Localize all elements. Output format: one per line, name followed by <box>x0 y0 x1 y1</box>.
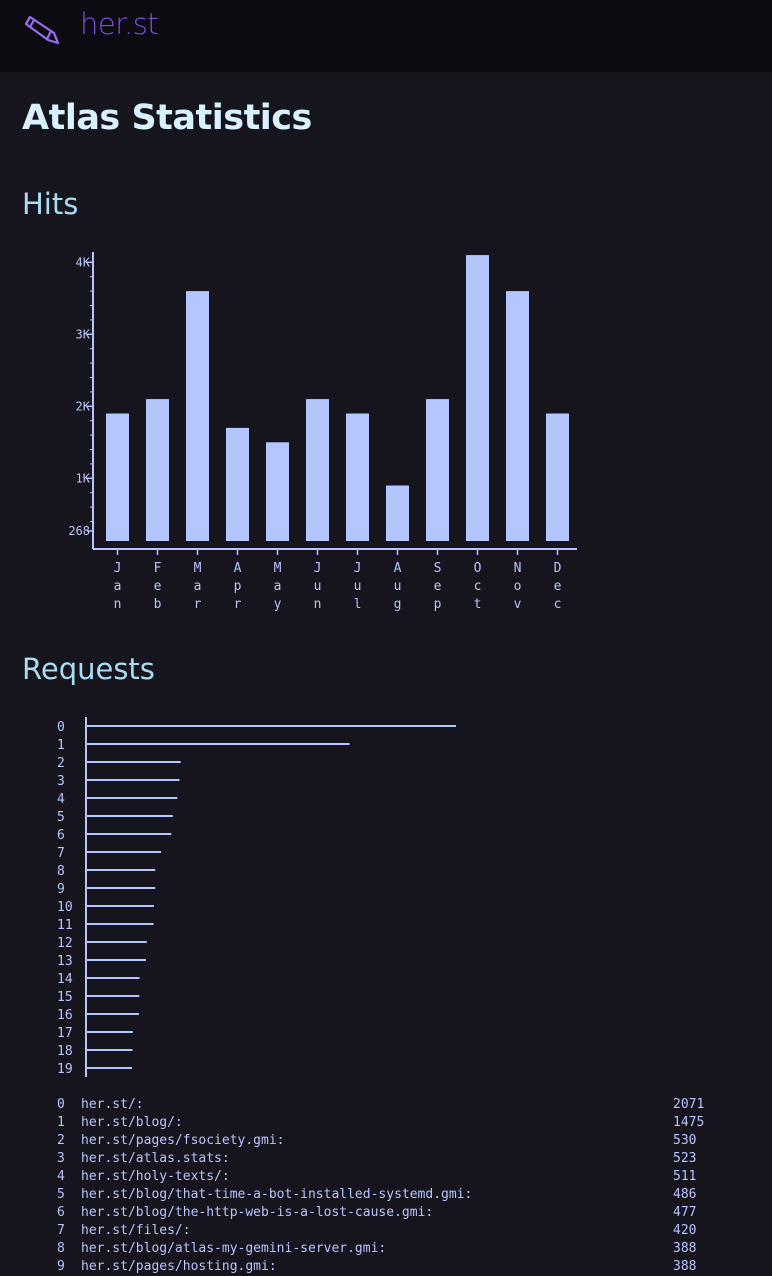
req-index-label: 14 <box>57 972 73 987</box>
request-path: her.st/blog/: <box>81 1115 183 1130</box>
req-index-label: 8 <box>57 864 65 879</box>
request-row: 0 her.st/: 2071 <box>0 1096 772 1114</box>
site-name-link[interactable]: her.st <box>80 7 159 41</box>
req-index-label: 15 <box>57 990 73 1005</box>
request-count: 511 <box>673 1169 697 1184</box>
y-tick-label: 4K <box>76 255 91 269</box>
req-index-label: 17 <box>57 1026 73 1041</box>
bar-nov <box>506 291 529 541</box>
request-count: 388 <box>673 1259 697 1274</box>
requests-section-title: Requests <box>22 652 155 686</box>
req-index-label: 9 <box>57 882 65 897</box>
req-index-label: 0 <box>57 720 65 735</box>
bar-sep <box>426 399 449 541</box>
bar-aug <box>386 485 409 541</box>
y-tick-label: 3K <box>76 327 91 341</box>
request-row: 4 her.st/holy-texts/: 511 <box>0 1168 772 1186</box>
request-index: 8 <box>57 1241 65 1256</box>
request-path: her.st/blog/that-time-a-bot-installed-sy… <box>81 1187 473 1202</box>
request-index: 2 <box>57 1133 65 1148</box>
request-count: 388 <box>673 1241 697 1256</box>
requests-list: 0 her.st/: 2071 1 her.st/blog/: 1475 2 her.st/p… <box>0 1096 772 1276</box>
request-index: 7 <box>57 1223 65 1238</box>
request-index: 5 <box>57 1187 65 1202</box>
request-row: 9 her.st/pages/hosting.gmi: 388 <box>0 1258 772 1276</box>
request-row: 3 her.st/atlas.stats: 523 <box>0 1150 772 1168</box>
req-index-label: 5 <box>57 810 65 825</box>
request-index: 0 <box>57 1097 65 1112</box>
request-index: 1 <box>57 1115 65 1130</box>
bar-dec <box>546 413 569 541</box>
bar-apr <box>226 427 249 541</box>
req-index-label: 16 <box>57 1008 73 1023</box>
req-index-label: 7 <box>57 846 65 861</box>
request-index: 9 <box>57 1259 65 1274</box>
top-bar: her.st <box>0 0 772 72</box>
bar-jan <box>106 413 129 541</box>
request-index: 6 <box>57 1205 65 1220</box>
req-index-label: 11 <box>57 918 73 933</box>
req-index-label: 13 <box>57 954 73 969</box>
page-title: Atlas Statistics <box>22 98 312 138</box>
bar-feb <box>146 399 169 541</box>
request-row: 2 her.st/pages/fsociety.gmi: 530 <box>0 1132 772 1150</box>
req-index-label: 4 <box>57 792 65 807</box>
request-row: 5 her.st/blog/that-time-a-bot-installed-s… <box>0 1186 772 1204</box>
request-path: her.st/holy-texts/: <box>81 1169 230 1184</box>
request-row: 7 her.st/files/: 420 <box>0 1222 772 1240</box>
request-path: her.st/blog/the-http-web-is-a-lost-cause… <box>81 1205 434 1220</box>
request-index: 4 <box>57 1169 65 1184</box>
request-count: 2071 <box>673 1097 705 1112</box>
request-path: her.st/blog/atlas-my-gemini-server.gmi: <box>81 1241 387 1256</box>
bar-jul <box>346 413 369 541</box>
request-row: 6 her.st/blog/the-http-web-is-a-lost-caus… <box>0 1204 772 1222</box>
request-path: her.st/pages/fsociety.gmi: <box>81 1133 285 1148</box>
hits-section-title: Hits <box>22 187 79 221</box>
pencil-icon[interactable] <box>24 13 60 45</box>
request-index: 3 <box>57 1151 65 1166</box>
y-tick-label: 268 <box>68 524 90 538</box>
bar-may <box>266 442 289 541</box>
req-index-label: 19 <box>57 1062 73 1077</box>
req-index-label: 3 <box>57 774 65 789</box>
y-tick-label: 1K <box>76 471 91 485</box>
bar-jun <box>306 399 329 541</box>
request-count: 530 <box>673 1133 697 1148</box>
request-count: 477 <box>673 1205 697 1220</box>
req-index-label: 6 <box>57 828 65 843</box>
request-path: her.st/files/: <box>81 1223 191 1238</box>
request-count: 420 <box>673 1223 697 1238</box>
bar-mar <box>186 291 209 541</box>
y-tick-label: 2K <box>76 399 91 413</box>
request-path: her.st/atlas.stats: <box>81 1151 230 1166</box>
request-count: 523 <box>673 1151 697 1166</box>
request-row: 8 her.st/blog/atlas-my-gemini-server.gmi:… <box>0 1240 772 1258</box>
req-index-label: 12 <box>57 936 73 951</box>
req-index-label: 10 <box>57 900 73 915</box>
req-index-label: 2 <box>57 756 65 771</box>
request-count: 1475 <box>673 1115 705 1130</box>
request-path: her.st/pages/hosting.gmi: <box>81 1259 277 1274</box>
request-row: 1 her.st/blog/: 1475 <box>0 1114 772 1132</box>
req-index-label: 1 <box>57 738 65 753</box>
bar-oct <box>466 255 489 541</box>
request-count: 486 <box>673 1187 697 1202</box>
hits-chart: 268 1K 2K 3K 4K J a n F e b M a r A p r M a y J u n J u l A u g S e p O c… <box>68 252 577 612</box>
request-path: her.st/: <box>81 1097 144 1112</box>
req-index-label: 18 <box>57 1044 73 1059</box>
